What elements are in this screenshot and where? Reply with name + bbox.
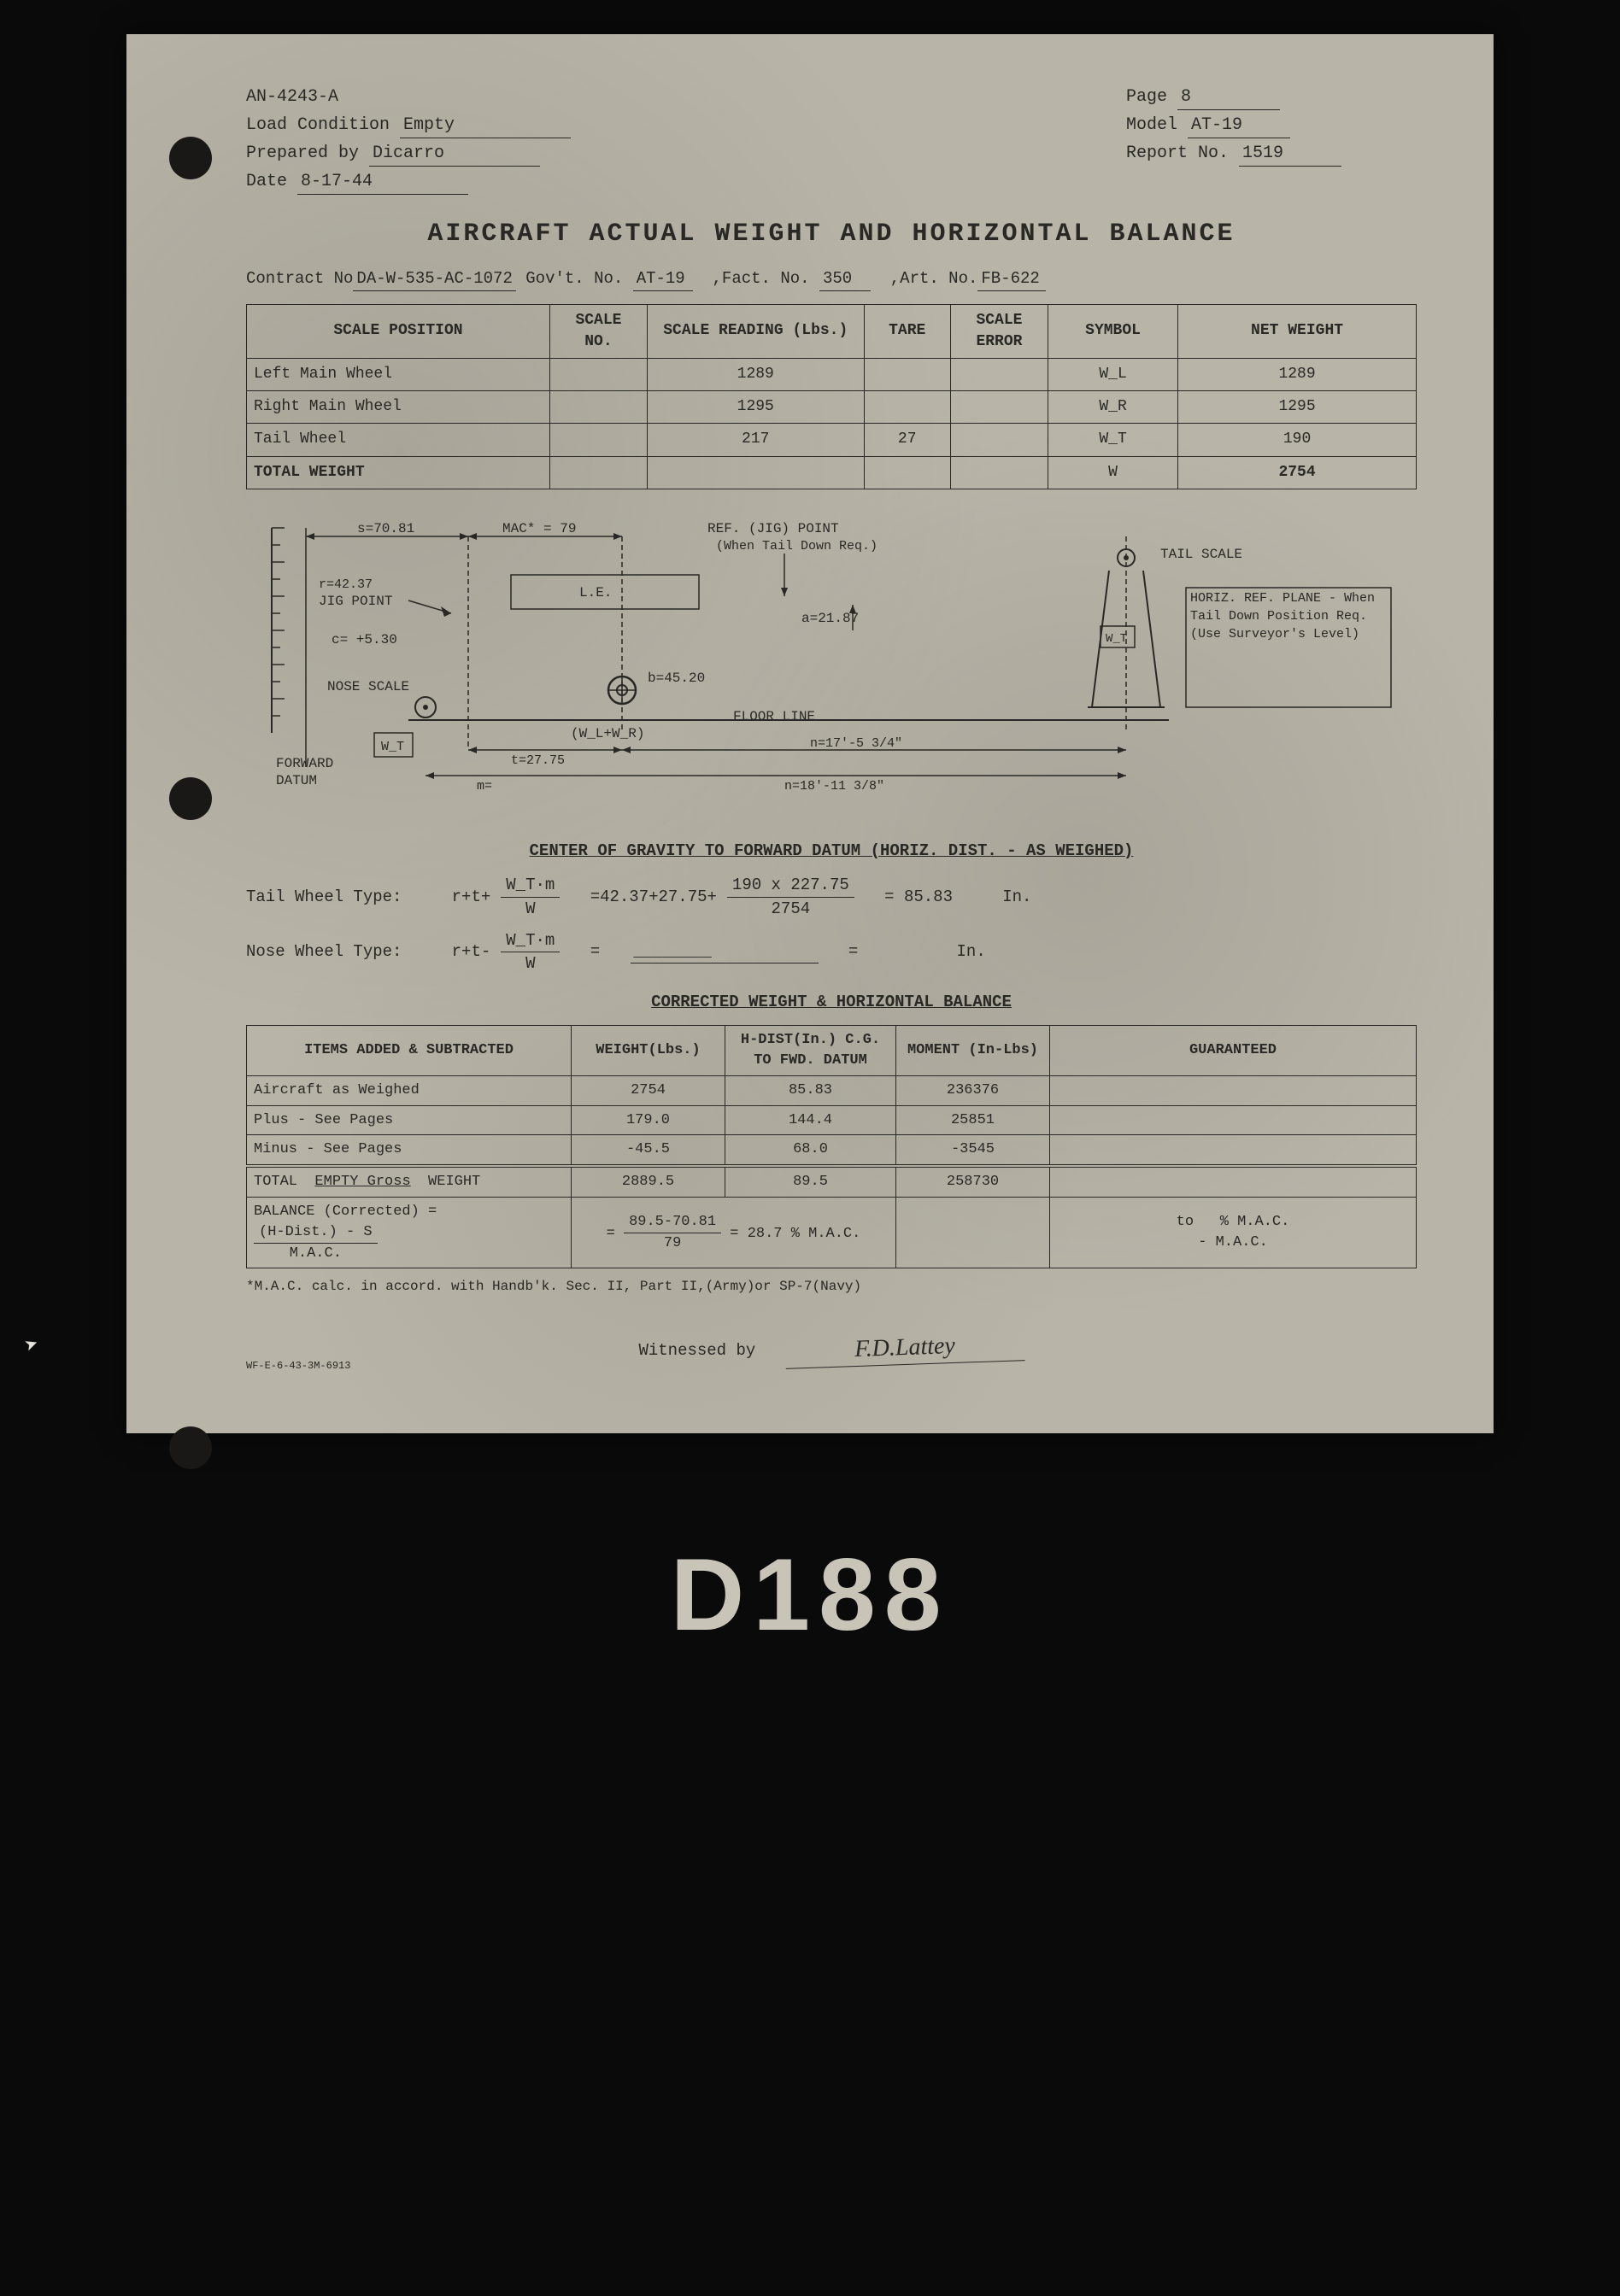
tail-wheel-calc: Tail Wheel Type: r+t+ W_T·mW =42.37+27.7… [246, 874, 1417, 920]
th-symbol: SYMBOL [1048, 304, 1178, 358]
th-items: ITEMS ADDED & SUBTRACTED [247, 1026, 572, 1076]
dim-t: t=27.75 [511, 753, 565, 768]
scale-table: SCALE POSITION SCALE NO. SCALE READING (… [246, 304, 1417, 489]
page-value: 8 [1177, 85, 1280, 110]
signature: F.D.Lattey [784, 1327, 1024, 1369]
table-row: Tail Wheel21727W_T190 [247, 424, 1417, 456]
table-row: TOTAL WEIGHTW2754 [247, 456, 1417, 489]
tail-scale-label: TAIL SCALE [1160, 547, 1242, 562]
model-label: Model [1126, 115, 1177, 135]
tail-label: Tail Wheel Type: [246, 886, 402, 909]
horiz-ref-note: HORIZ. REF. PLANE - When Tail Down Posit… [1190, 589, 1387, 643]
th-position: SCALE POSITION [247, 304, 550, 358]
witness-line: Witnessed by F.D.Lattey [246, 1331, 1417, 1365]
load-condition: Empty [400, 114, 571, 138]
fact-label: Fact. No. [722, 269, 810, 288]
page-label: Page [1126, 87, 1167, 107]
model-value: AT-19 [1188, 114, 1290, 138]
mac-footnote: *M.A.C. calc. in accord. with Handb'k. S… [246, 1277, 1417, 1296]
corrected-table: ITEMS ADDED & SUBTRACTED WEIGHT(Lbs.) H-… [246, 1025, 1417, 1268]
art-label: Art. No. [900, 269, 977, 288]
report-value: 1519 [1239, 142, 1341, 167]
balance-diagram: s=70.81 MAC* = 79 REF. (JIG) POINT (When… [246, 511, 1417, 818]
datum-label: DATUM [276, 773, 317, 788]
th-weight: WEIGHT(Lbs.) [572, 1026, 725, 1076]
dim-mac: MAC* = 79 [502, 521, 576, 536]
table-row: Left Main Wheel1289W_L1289 [247, 358, 1417, 390]
table-row: Right Main Wheel1295W_R1295 [247, 391, 1417, 424]
govt-label: Gov't. No. [525, 269, 623, 288]
jig-point-label: JIG POINT [319, 594, 392, 609]
film-id: D188 [671, 1536, 950, 1654]
dim-s: s=70.81 [357, 521, 414, 536]
govt-value: AT-19 [633, 267, 693, 291]
wt-label: W_T [381, 740, 404, 754]
svg-text:W_T: W_T [1106, 632, 1127, 646]
art-value: FB-622 [977, 267, 1046, 291]
form-number: AN-4243-A [246, 87, 338, 107]
prepared-by: Dicarro [369, 142, 540, 167]
when-tail: (When Tail Down Req.) [716, 539, 878, 554]
floor-line-label: FLOOR LINE [733, 709, 815, 724]
th-guaranteed: GUARANTEED [1050, 1026, 1417, 1076]
th-error: SCALE ERROR [950, 304, 1048, 358]
table-row: Aircraft as Weighed275485.83236376 [247, 1075, 1417, 1105]
forward-label: FORWARD [276, 756, 333, 771]
contract-value: DA-W-535-AC-1072 [353, 267, 515, 291]
corrected-section-header: CORRECTED WEIGHT & HORIZONTAL BALANCE [246, 991, 1417, 1014]
header-row: Load Condition Empty Model AT-19 [246, 114, 1417, 138]
nose-label: Nose Wheel Type: [246, 940, 402, 964]
date-label: Date [246, 172, 287, 191]
th-net: NET WEIGHT [1178, 304, 1417, 358]
header-row: Date 8-17-44 [246, 170, 1417, 195]
punch-hole [169, 1426, 212, 1469]
th-tare: TARE [864, 304, 950, 358]
le-label: L.E. [579, 585, 612, 600]
cursor-icon: ➤ [21, 1331, 43, 1360]
nose-scale-label: NOSE SCALE [327, 679, 409, 694]
contract-label: Contract No [246, 269, 353, 288]
dim-m: m= [477, 779, 492, 794]
nose-wheel-calc: Nose Wheel Type: r+t- W_T·mW = ________ … [246, 929, 1417, 975]
table-row: Minus - See Pages-45.568.0-3545 [247, 1135, 1417, 1166]
header-row: Prepared by Dicarro Report No. 1519 [246, 142, 1417, 167]
th-reading: SCALE READING (Lbs.) [648, 304, 865, 358]
contract-line: Contract NoDA-W-535-AC-1072 Gov't. No. A… [246, 267, 1417, 291]
total-row: TOTAL EMPTY Gross WEIGHT [247, 1166, 572, 1197]
ref-point-label: REF. (JIG) POINT [707, 521, 839, 536]
dim-c: c= +5.30 [332, 632, 397, 647]
punch-hole [169, 137, 212, 179]
report-label: Report No. [1126, 144, 1229, 163]
dim-r: r=42.37 [319, 577, 373, 592]
document-page: AN-4243-A Page 8 Load Condition Empty Mo… [126, 34, 1494, 1433]
form-code: WF-E-6-43-3M-6913 [246, 1359, 350, 1374]
date-value: 8-17-44 [297, 170, 468, 195]
dim-b: b=45.20 [648, 671, 705, 686]
th-hdist: H-DIST(In.) C.G. TO FWD. DATUM [725, 1026, 896, 1076]
load-condition-label: Load Condition [246, 115, 390, 135]
punch-hole [169, 777, 212, 820]
document-title: AIRCRAFT ACTUAL WEIGHT AND HORIZONTAL BA… [246, 216, 1417, 252]
fact-value: 350 [819, 267, 871, 291]
th-moment: MOMENT (In-Lbs) [896, 1026, 1050, 1076]
table-row: Plus - See Pages179.0144.425851 [247, 1105, 1417, 1135]
prepared-by-label: Prepared by [246, 144, 359, 163]
header-row: AN-4243-A Page 8 [246, 85, 1417, 110]
wl-wr: (W_L+W_R) [571, 726, 644, 741]
dim-n1: n=17'-5 3/4" [810, 736, 902, 751]
dim-n2: n=18'-11 3/8" [784, 779, 884, 794]
cg-section-header: CENTER OF GRAVITY TO FORWARD DATUM (HORI… [246, 840, 1417, 863]
th-scale-no: SCALE NO. [549, 304, 647, 358]
balance-row: BALANCE (Corrected) = (H-Dist.) - SM.A.C… [247, 1198, 572, 1268]
